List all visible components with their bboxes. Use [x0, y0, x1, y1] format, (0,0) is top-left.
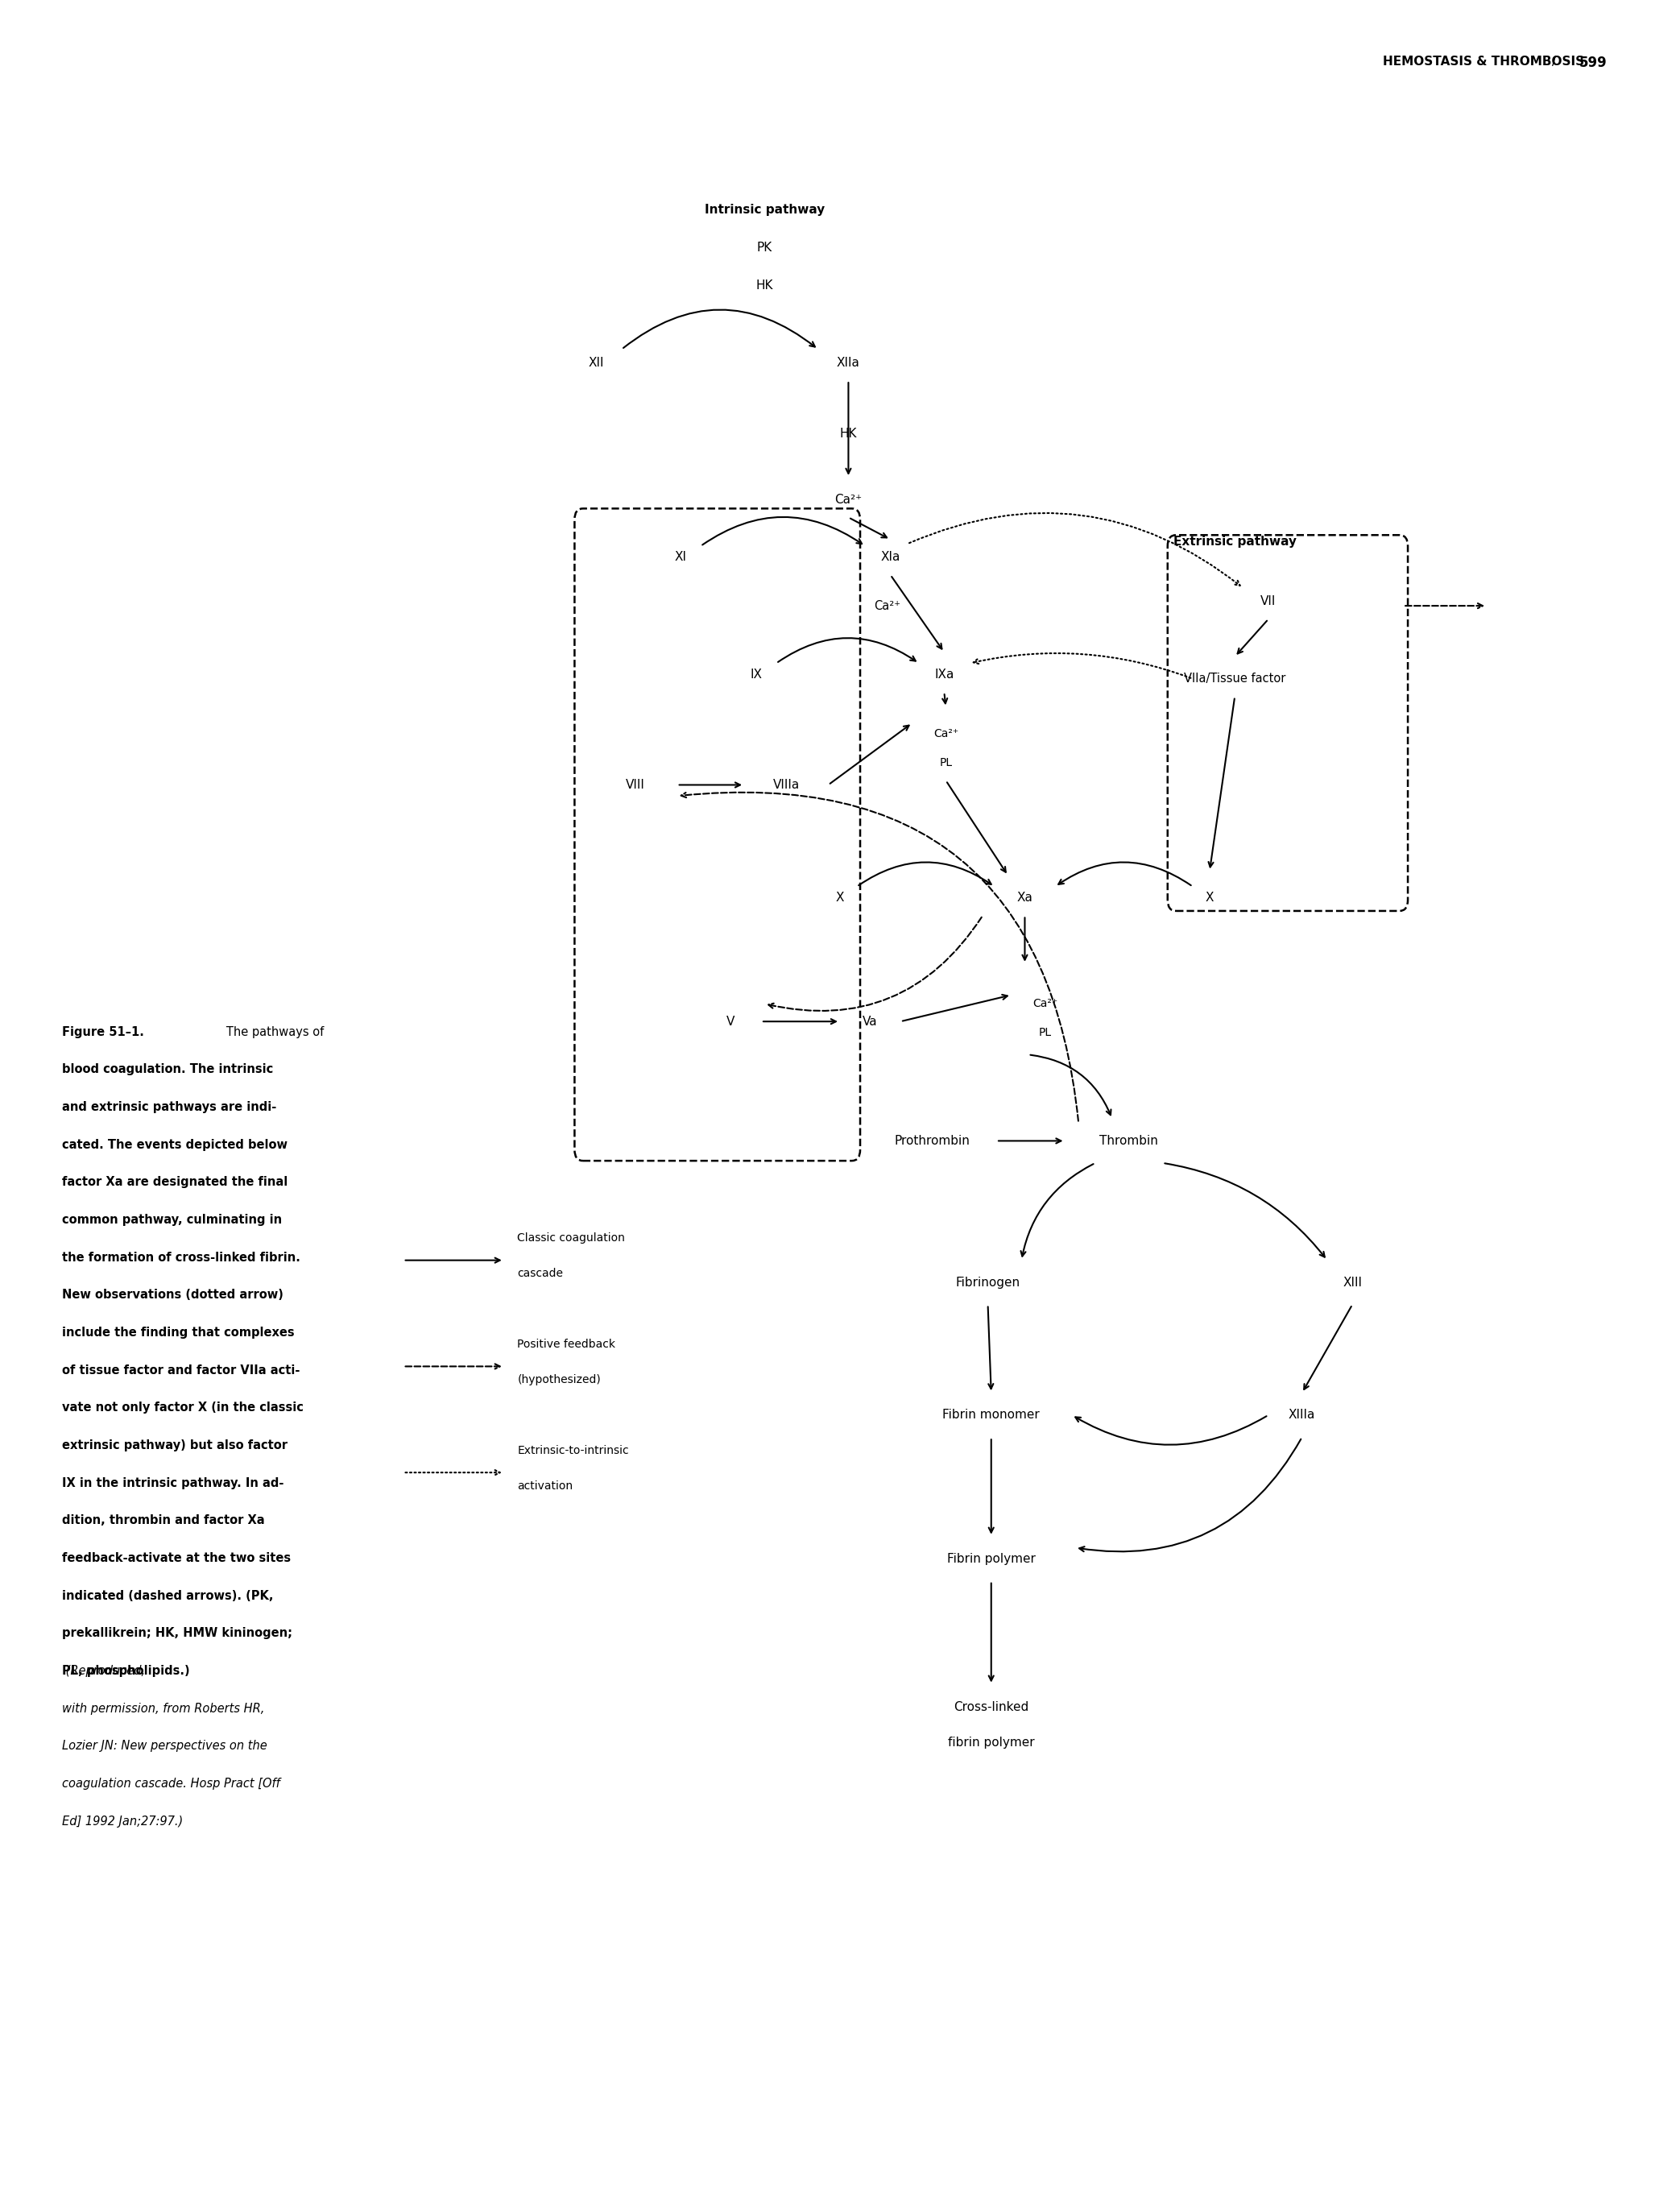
- Text: factor Xa are designated the final: factor Xa are designated the final: [62, 1176, 287, 1187]
- Text: Fibrin polymer: Fibrin polymer: [948, 1552, 1035, 1565]
- Text: the formation of cross-linked fibrin.: the formation of cross-linked fibrin.: [62, 1251, 301, 1262]
- Text: Va: Va: [864, 1015, 877, 1028]
- Text: HEMOSTASIS & THROMBOSIS: HEMOSTASIS & THROMBOSIS: [1383, 55, 1584, 66]
- Text: X: X: [835, 891, 845, 904]
- Text: Xa: Xa: [1016, 891, 1033, 904]
- Text: Classic coagulation: Classic coagulation: [517, 1232, 625, 1245]
- Text: /: /: [1552, 55, 1556, 66]
- Text: VIIa/Tissue factor: VIIa/Tissue factor: [1184, 672, 1285, 685]
- Text: Fibrinogen: Fibrinogen: [956, 1276, 1020, 1289]
- Text: cascade: cascade: [517, 1267, 563, 1280]
- Text: PL, phospholipids.): PL, phospholipids.): [62, 1665, 190, 1676]
- Text: Extrinsic-to-intrinsic: Extrinsic-to-intrinsic: [517, 1444, 628, 1457]
- Text: VIII: VIII: [625, 778, 645, 792]
- Text: with permission, from Roberts HR,: with permission, from Roberts HR,: [62, 1702, 265, 1714]
- Text: and extrinsic pathways are indi-: and extrinsic pathways are indi-: [62, 1101, 277, 1112]
- Text: vate not only factor X (in the classic: vate not only factor X (in the classic: [62, 1402, 304, 1413]
- Text: of tissue factor and factor VIIa acti-: of tissue factor and factor VIIa acti-: [62, 1364, 301, 1375]
- Text: PL: PL: [939, 756, 953, 769]
- Text: cated. The events depicted below: cated. The events depicted below: [62, 1139, 287, 1150]
- Text: fibrin polymer: fibrin polymer: [948, 1736, 1035, 1749]
- Text: Ca²⁺: Ca²⁺: [934, 727, 958, 741]
- Text: Intrinsic pathway: Intrinsic pathway: [704, 203, 825, 217]
- Text: The pathways of: The pathways of: [215, 1026, 324, 1037]
- Text: Ca²⁺: Ca²⁺: [1033, 997, 1057, 1010]
- Text: XIIa: XIIa: [837, 356, 860, 369]
- Text: blood coagulation. The intrinsic: blood coagulation. The intrinsic: [62, 1063, 274, 1075]
- Text: 599: 599: [1579, 55, 1608, 71]
- Text: Lozier JN: New perspectives on the: Lozier JN: New perspectives on the: [62, 1740, 267, 1751]
- Text: Thrombin: Thrombin: [1100, 1134, 1158, 1148]
- Text: (hypothesized): (hypothesized): [517, 1373, 601, 1386]
- Text: feedback-activate at the two sites: feedback-activate at the two sites: [62, 1552, 291, 1563]
- Text: Extrinsic pathway: Extrinsic pathway: [1173, 535, 1297, 548]
- Text: coagulation cascade. Hosp Pract [Off: coagulation cascade. Hosp Pract [Off: [62, 1778, 281, 1789]
- Text: common pathway, culminating in: common pathway, culminating in: [62, 1214, 282, 1225]
- Text: XIa: XIa: [880, 551, 900, 564]
- Text: XII: XII: [588, 356, 605, 369]
- Text: XIIIa: XIIIa: [1289, 1408, 1315, 1422]
- Text: Ca²⁺: Ca²⁺: [835, 493, 862, 506]
- Text: XIII: XIII: [1342, 1276, 1362, 1289]
- Text: PK: PK: [756, 241, 773, 254]
- Text: HK: HK: [756, 279, 773, 292]
- Text: Prothrombin: Prothrombin: [894, 1134, 971, 1148]
- Text: X: X: [1205, 891, 1215, 904]
- Text: VII: VII: [1260, 595, 1277, 608]
- Text: Ca²⁺: Ca²⁺: [874, 599, 900, 612]
- Text: activation: activation: [517, 1479, 573, 1492]
- Text: V: V: [727, 1015, 734, 1028]
- Text: Figure 51–1.: Figure 51–1.: [62, 1026, 144, 1037]
- Text: Positive feedback: Positive feedback: [517, 1338, 615, 1351]
- Text: dition, thrombin and factor Xa: dition, thrombin and factor Xa: [62, 1515, 265, 1526]
- Text: New observations (dotted arrow): New observations (dotted arrow): [62, 1289, 284, 1300]
- Text: Cross-linked: Cross-linked: [954, 1700, 1028, 1714]
- Text: include the finding that complexes: include the finding that complexes: [62, 1327, 294, 1338]
- Text: Ed] 1992 Jan;27:97.): Ed] 1992 Jan;27:97.): [62, 1815, 183, 1826]
- Text: extrinsic pathway) but also factor: extrinsic pathway) but also factor: [62, 1439, 287, 1450]
- Text: Fibrin monomer: Fibrin monomer: [942, 1408, 1040, 1422]
- Text: HK: HK: [840, 427, 857, 440]
- Text: IX: IX: [749, 668, 763, 681]
- Text: IX in the intrinsic pathway. In ad-: IX in the intrinsic pathway. In ad-: [62, 1477, 284, 1488]
- Text: (Reproduced,: (Reproduced,: [62, 1665, 144, 1676]
- Text: indicated (dashed arrows). (PK,: indicated (dashed arrows). (PK,: [62, 1590, 274, 1601]
- Text: IXa: IXa: [934, 668, 954, 681]
- Text: PL: PL: [1038, 1026, 1052, 1039]
- Text: VIIIa: VIIIa: [773, 778, 800, 792]
- Text: prekallikrein; HK, HMW kininogen;: prekallikrein; HK, HMW kininogen;: [62, 1627, 292, 1638]
- Text: XI: XI: [674, 551, 687, 564]
